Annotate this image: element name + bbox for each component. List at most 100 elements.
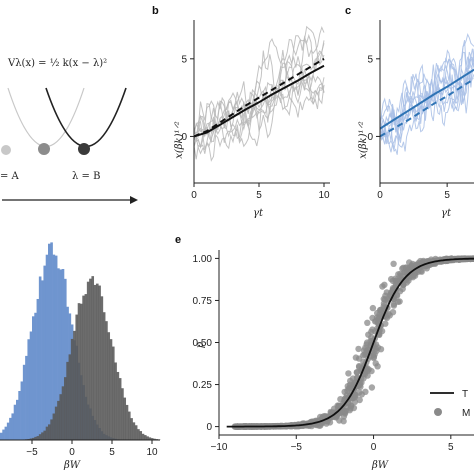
scatter-point — [336, 417, 343, 424]
histogram-bar — [77, 303, 81, 440]
histogram-bar — [89, 278, 92, 440]
x-tick-label: 0 — [69, 447, 75, 458]
scatter-point — [356, 363, 363, 371]
panel-e-letter: e — [175, 234, 181, 246]
mean-line-solid — [193, 64, 325, 138]
x-tick-label: −5 — [26, 447, 38, 458]
histogram-bar — [134, 425, 138, 440]
histogram-bar — [114, 362, 117, 440]
histogram-bar — [25, 355, 28, 440]
scatter-point — [355, 345, 362, 353]
histogram-bar — [36, 298, 40, 440]
histogram-bar — [139, 431, 143, 440]
x-tick-label: 0 — [371, 442, 377, 453]
state-b-label: λ = B — [72, 171, 100, 182]
y-tick-label: 0 — [367, 132, 373, 143]
histogram-bar — [13, 404, 17, 440]
x-tick-label: 5 — [256, 190, 262, 201]
histogram-bar — [125, 404, 129, 440]
y-tick-label: 5 — [367, 54, 373, 65]
theory-curve — [226, 257, 474, 428]
x-tick-label: 0 — [377, 190, 383, 201]
scatter-point — [369, 304, 377, 312]
histogram-bar — [4, 426, 8, 440]
histogram-bar — [98, 285, 101, 440]
scatter-point — [363, 339, 371, 346]
scatter-point — [345, 370, 352, 377]
trajectory-6 — [193, 74, 325, 149]
histogram-bar — [32, 316, 35, 440]
histogram-bar — [82, 295, 85, 440]
histogram-bar — [9, 417, 12, 440]
scatter-point — [358, 391, 365, 398]
histogram-bar — [66, 361, 69, 440]
histogram-bar — [132, 422, 136, 440]
histogram-bar — [29, 331, 33, 440]
histogram-bar — [20, 381, 24, 440]
y-tick-label: 0 — [181, 132, 187, 143]
histogram-bar — [137, 429, 140, 440]
potential-well-a — [7, 87, 85, 148]
y-tick-label: 0.75 — [193, 296, 213, 307]
panel-a: Vλ(x) = ½ k(x − λ)² = A λ = B — [0, 58, 138, 204]
scatter-point — [390, 260, 397, 267]
histogram-bar — [61, 386, 65, 440]
panel-c-xlabel: γt — [441, 208, 452, 219]
trajectory-2 — [193, 33, 325, 137]
trajectory-10 — [193, 69, 325, 138]
potential-well-b — [45, 87, 127, 148]
particle-mid — [38, 143, 50, 155]
histogram-bar — [68, 354, 72, 440]
right-arrow-icon — [2, 196, 138, 204]
trajectory-10 — [379, 48, 474, 153]
scatter-point — [373, 314, 381, 321]
histogram-bar — [32, 437, 35, 440]
histogram-bar — [34, 312, 37, 440]
panel-e-legend: T M — [430, 389, 470, 419]
histogram-bar — [146, 436, 149, 440]
histogram-bar — [144, 435, 147, 440]
panel-b-letter: b — [152, 5, 159, 17]
histogram-bar — [153, 438, 156, 440]
scatter-point — [368, 384, 376, 391]
x-tick-label: 0 — [191, 190, 197, 201]
histogram-bar — [50, 419, 53, 440]
histogram-bar — [38, 276, 42, 440]
histogram-bar — [73, 330, 76, 440]
x-tick-label: 10 — [146, 447, 158, 458]
histogram-bar — [54, 255, 58, 440]
histogram-bar — [93, 284, 97, 440]
scatter-point — [347, 405, 354, 412]
histogram-bar — [41, 280, 44, 440]
panel-c-ylabel: x(βk)¹ᐟ² — [358, 121, 369, 159]
histogram-bar — [2, 429, 5, 440]
histogram-bar — [43, 265, 47, 440]
scatter-point — [380, 295, 387, 303]
panel-d-chart: −5 0 5 10 — [0, 242, 161, 458]
x-tick-label: 10 — [318, 190, 330, 201]
histogram-bar — [38, 434, 42, 440]
histogram-bar — [96, 283, 99, 440]
legend-marker-swatch — [434, 408, 442, 416]
x-tick-label: −5 — [291, 442, 303, 453]
histogram-bar — [130, 418, 133, 440]
scatter-point — [364, 319, 371, 326]
histogram-bar — [75, 314, 79, 440]
panel-b-xlabel: γt — [253, 208, 264, 219]
histogram-bar — [121, 388, 124, 440]
trajectory-4 — [193, 25, 325, 162]
histogram-bar — [80, 303, 83, 440]
histogram-bar — [70, 338, 74, 440]
particle-dark — [78, 143, 90, 155]
particle-faint — [1, 145, 11, 155]
panel-c-letter: c — [345, 5, 351, 17]
panel-e-ylabel: p — [195, 341, 206, 348]
legend-label-m: M — [462, 408, 470, 419]
scatter-point — [392, 275, 399, 282]
x-tick-label: 5 — [448, 442, 454, 453]
histogram-bar — [52, 413, 56, 440]
histogram-bar — [100, 296, 104, 440]
x-tick-label: 5 — [444, 190, 450, 201]
histogram-bar — [36, 436, 40, 440]
histogram-bar — [59, 394, 63, 440]
